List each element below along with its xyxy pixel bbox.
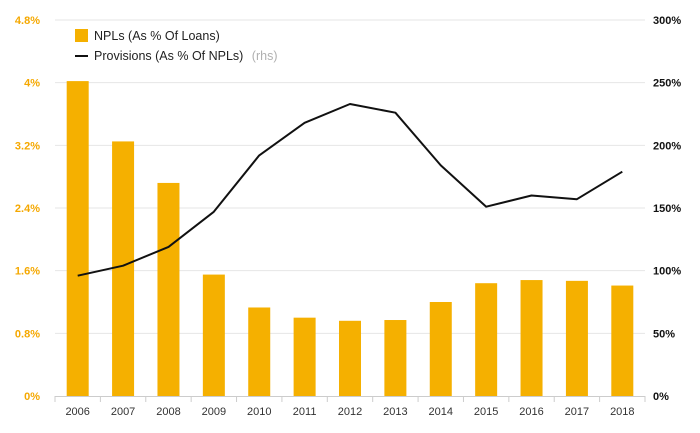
- bar-2017: [565, 280, 588, 396]
- bar-2009: [202, 274, 225, 396]
- y-left-tick-label: 4.8%: [15, 15, 40, 27]
- y-left-tick-label: 4%: [24, 78, 40, 90]
- x-tick-label-2010: 2010: [247, 406, 271, 418]
- legend-label-provisions-group: Provisions (As % Of NPLs) (rhs): [94, 47, 278, 64]
- bar-2018: [611, 285, 634, 396]
- y-right-tick-label: 150%: [653, 203, 681, 215]
- x-tick-label-2009: 2009: [202, 406, 226, 418]
- x-tick-label-2015: 2015: [474, 406, 498, 418]
- x-tick-label-2007: 2007: [111, 406, 135, 418]
- gridlines: [55, 19, 645, 334]
- x-tick-label-2008: 2008: [156, 406, 180, 418]
- bar-2011: [293, 317, 316, 396]
- y-left-tick-label: 1.6%: [15, 266, 40, 278]
- y-left-tick-label: 3.2%: [15, 140, 40, 152]
- x-tick-label-2013: 2013: [383, 406, 407, 418]
- bar-2006: [66, 81, 89, 396]
- bar-2010: [248, 307, 271, 396]
- x-tick-label-2012: 2012: [338, 406, 362, 418]
- y-axis-right: 0% 50% 100% 150% 200% 250% 300%: [653, 15, 681, 403]
- y-right-tick-label: 200%: [653, 140, 681, 152]
- y-right-tick-label: 300%: [653, 15, 681, 27]
- x-tick-label-2011: 2011: [293, 406, 317, 418]
- y-right-tick-label: 250%: [653, 78, 681, 90]
- bar-series: [66, 81, 634, 396]
- legend-label-npls: NPLs (As % Of Loans): [94, 29, 220, 43]
- y-right-tick-label: 50%: [653, 328, 675, 340]
- bar-2007: [112, 141, 135, 396]
- x-tick-label-2016: 2016: [519, 406, 543, 418]
- bar-2008: [157, 182, 180, 396]
- y-right-tick-label: 100%: [653, 266, 681, 278]
- x-axis: 2006 2007 2008 2009 2010 2011 2012 2013 2014 2015…: [54, 396, 646, 418]
- bar-2012: [339, 320, 361, 396]
- x-tick-label-2006: 2006: [65, 406, 89, 418]
- y-left-tick-label: 2.4%: [15, 203, 40, 215]
- bar-2016: [520, 280, 543, 396]
- bar-2013: [384, 320, 407, 396]
- legend-label-rhs: (rhs): [252, 49, 278, 63]
- y-left-tick-label: 0%: [24, 391, 40, 403]
- provisions-line: [77, 103, 623, 277]
- legend-swatch-npls: [75, 29, 88, 42]
- y-right-tick-label: 0%: [653, 391, 669, 403]
- legend-label-provisions: Provisions (As % Of NPLs): [94, 49, 243, 63]
- x-tick-label-2014: 2014: [429, 406, 453, 418]
- legend: NPLs (As % Of Loans) Provisions (As % Of…: [75, 29, 278, 64]
- line-series: [77, 103, 623, 277]
- y-left-tick-label: 0.8%: [15, 328, 40, 340]
- x-tick-label-2018: 2018: [610, 406, 634, 418]
- x-tick-label-2017: 2017: [565, 406, 589, 418]
- bar-2015: [475, 283, 498, 396]
- bar-2014: [429, 302, 452, 396]
- y-axis-left: 0% 0.8% 1.6% 2.4% 3.2% 4% 4.8%: [15, 15, 40, 403]
